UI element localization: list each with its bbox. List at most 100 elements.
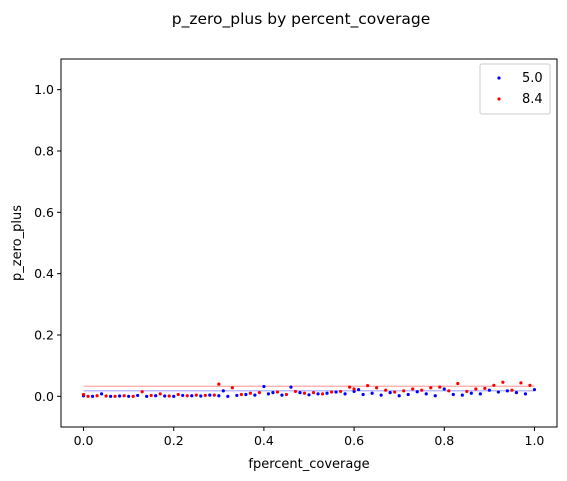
scatter-point-series-2 bbox=[501, 380, 505, 384]
scatter-point-series-1 bbox=[280, 393, 284, 397]
scatter-point-series-2 bbox=[203, 393, 207, 398]
x-axis-label: fpercent_coverage bbox=[248, 457, 369, 472]
scatter-point-series-2 bbox=[510, 388, 514, 392]
scatter-point-series-1 bbox=[379, 393, 383, 397]
scatter-point-series-2 bbox=[95, 394, 99, 398]
legend-label-series-2: 8.4 bbox=[522, 92, 543, 107]
scatter-point-series-1 bbox=[307, 393, 311, 397]
scatter-point-series-2 bbox=[492, 383, 496, 387]
scatter-point-series-1 bbox=[532, 387, 537, 392]
scatter-point-series-1 bbox=[433, 394, 437, 398]
scatter-point-series-2 bbox=[113, 394, 117, 398]
scatter-point-series-2 bbox=[366, 384, 370, 388]
scatter-point-series-2 bbox=[302, 391, 307, 395]
scatter-point-series-2 bbox=[519, 381, 523, 385]
plot-area bbox=[60, 58, 558, 428]
scatter-point-series-2 bbox=[528, 383, 532, 387]
scatter-point-series-1 bbox=[388, 391, 392, 395]
y-axis-ticks: 0.0 0.2 0.4 0.6 0.8 1.0 bbox=[34, 82, 61, 404]
scatter-point-series-2 bbox=[411, 387, 415, 391]
scatter-point-series-2 bbox=[420, 388, 424, 392]
x-tick-label: 0.0 bbox=[74, 433, 94, 448]
y-tick-label: 1.0 bbox=[34, 82, 54, 97]
scatter-point-series-1 bbox=[199, 394, 203, 398]
scatter-point-series-2 bbox=[474, 387, 478, 391]
x-tick-label: 0.4 bbox=[254, 433, 274, 448]
scatter-point-series-1 bbox=[514, 391, 519, 395]
scatter-point-series-1 bbox=[271, 391, 275, 395]
scatter-point-series-2 bbox=[176, 392, 180, 397]
scatter-point-series-2 bbox=[320, 392, 325, 396]
scatter-point-series-1 bbox=[244, 392, 248, 397]
scatter-point-series-1 bbox=[289, 385, 293, 389]
scatter-point-series-1 bbox=[316, 392, 320, 396]
x-axis-ticks: 0.0 0.2 0.4 0.6 0.8 1.0 bbox=[74, 427, 545, 448]
scatter-point-series-2 bbox=[456, 381, 460, 386]
scatter-point-series-1 bbox=[361, 392, 365, 397]
legend-frame bbox=[479, 63, 551, 115]
scatter-point-series-2 bbox=[384, 388, 388, 392]
scatter-point-series-1 bbox=[451, 392, 455, 397]
scatter-point-series-2 bbox=[293, 389, 298, 394]
y-tick-label: 0.8 bbox=[34, 144, 54, 159]
x-tick-label: 1.0 bbox=[525, 433, 545, 448]
scatter-points bbox=[81, 380, 537, 398]
scatter-point-series-1 bbox=[190, 394, 194, 398]
scatter-point-series-1 bbox=[352, 389, 356, 394]
scatter-point-series-2 bbox=[284, 392, 289, 397]
scatter-point-series-1 bbox=[235, 393, 239, 398]
scatter-point-series-2 bbox=[248, 391, 252, 395]
scatter-point-series-1 bbox=[442, 387, 446, 391]
scatter-point-series-2 bbox=[438, 385, 442, 389]
scatter-point-series-2 bbox=[131, 394, 135, 398]
scatter-point-series-2 bbox=[86, 394, 90, 398]
y-tick-label: 0.0 bbox=[34, 389, 54, 404]
y-axis-label: p_zero_plus bbox=[10, 205, 25, 281]
scatter-point-series-2 bbox=[239, 392, 243, 397]
scatter-point-series-1 bbox=[460, 393, 464, 397]
scatter-point-series-2 bbox=[429, 386, 433, 390]
x-tick-label: 0.6 bbox=[344, 433, 364, 448]
scatter-point-series-2 bbox=[158, 392, 162, 396]
scatter-point-series-1 bbox=[118, 394, 122, 398]
scatter-point-series-1 bbox=[127, 394, 131, 398]
scatter-point-series-1 bbox=[469, 391, 473, 395]
y-tick-label: 0.6 bbox=[34, 205, 54, 220]
scatter-point-series-1 bbox=[343, 392, 347, 396]
scatter-point-series-1 bbox=[487, 388, 491, 392]
scatter-point-series-1 bbox=[172, 394, 176, 398]
scatter-point-series-2 bbox=[81, 392, 86, 397]
x-tick-label: 0.8 bbox=[434, 433, 454, 448]
scatter-point-series-2 bbox=[230, 386, 234, 390]
scatter-point-series-1 bbox=[325, 391, 329, 395]
scatter-point-series-2 bbox=[122, 394, 126, 398]
scatter-point-series-2 bbox=[257, 391, 261, 395]
axes-frame bbox=[60, 58, 558, 428]
scatter-point-series-2 bbox=[338, 389, 343, 394]
scatter-point-series-1 bbox=[226, 394, 230, 398]
scatter-point-series-2 bbox=[329, 390, 334, 394]
scatter-point-series-1 bbox=[478, 392, 482, 396]
scatter-point-series-1 bbox=[262, 384, 266, 389]
legend-marker-series-2 bbox=[497, 97, 501, 101]
scatter-point-series-1 bbox=[397, 394, 401, 398]
scatter-point-series-2 bbox=[212, 393, 216, 397]
scatter-point-series-1 bbox=[298, 391, 302, 395]
scatter-point-series-1 bbox=[496, 390, 500, 394]
scatter-point-series-1 bbox=[370, 391, 374, 395]
legend-marker-series-1 bbox=[497, 76, 501, 80]
scatter-point-series-2 bbox=[275, 390, 280, 394]
scatter-point-series-1 bbox=[523, 392, 528, 396]
mean-lines bbox=[83, 385, 535, 392]
scatter-point-series-2 bbox=[194, 393, 198, 397]
scatter-point-series-2 bbox=[402, 389, 406, 393]
scatter-point-series-1 bbox=[109, 394, 113, 398]
scatter-point-series-2 bbox=[465, 389, 469, 394]
scatter-point-series-2 bbox=[347, 385, 352, 389]
scatter-point-series-1 bbox=[136, 393, 140, 398]
y-tick-label: 0.2 bbox=[34, 328, 54, 343]
scatter-point-series-2 bbox=[140, 390, 144, 394]
chart-title: p_zero_plus by percent_coverage bbox=[172, 10, 431, 29]
scatter-point-series-1 bbox=[357, 387, 361, 392]
